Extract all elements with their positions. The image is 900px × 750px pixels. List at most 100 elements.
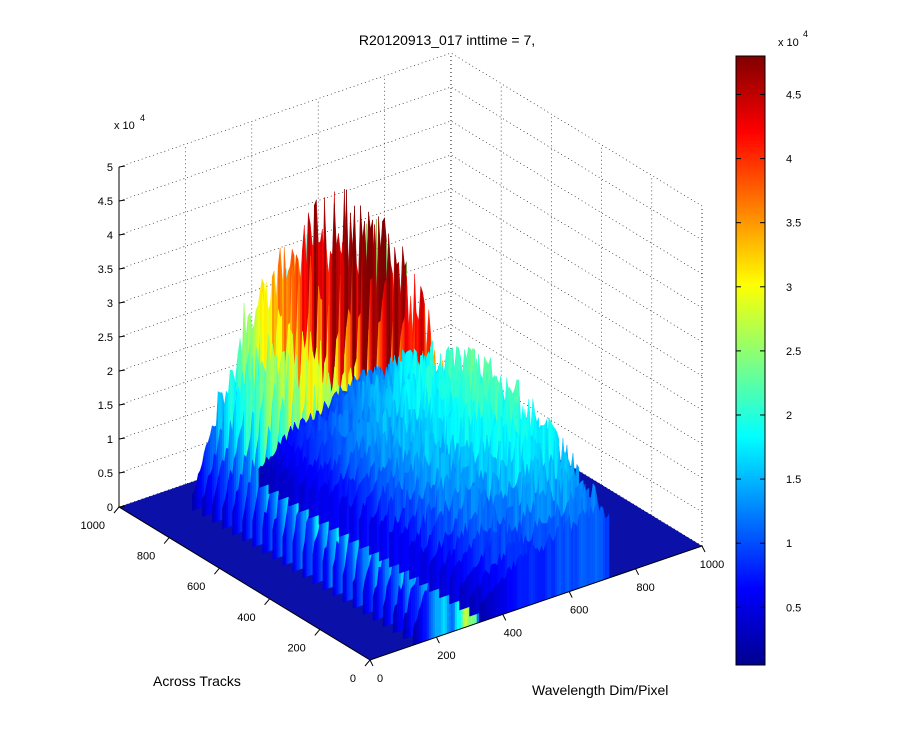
surface-facet bbox=[278, 472, 281, 501]
surface-facet bbox=[549, 533, 552, 599]
surface-facet bbox=[368, 558, 372, 613]
surface-facet bbox=[588, 506, 592, 586]
surface-facet bbox=[509, 566, 512, 613]
surface-facet bbox=[424, 590, 428, 642]
surface-facet bbox=[555, 527, 558, 597]
colorbar-tick-label: 0.5 bbox=[786, 602, 801, 614]
surface-facet bbox=[318, 486, 322, 525]
z-tick-label: 2.5 bbox=[98, 332, 113, 344]
surface-facet bbox=[380, 556, 384, 619]
surface-facet bbox=[272, 466, 275, 493]
surface-mesh bbox=[119, 189, 702, 660]
surface-facet bbox=[565, 520, 568, 594]
surface-facet bbox=[584, 509, 588, 587]
surface-facet bbox=[356, 484, 360, 541]
surface-facet bbox=[420, 595, 424, 643]
surface-facet bbox=[332, 485, 336, 530]
surface-facet bbox=[370, 549, 374, 613]
x-tick-label: 0 bbox=[377, 673, 383, 685]
surface-facet bbox=[521, 553, 524, 609]
y-tick-label: 600 bbox=[187, 581, 205, 593]
z-axis-ticks: 0 0.5 1 1.5 2 2.5 3 3.5 4 4.5 5 bbox=[98, 162, 126, 514]
surface-facet bbox=[354, 491, 358, 542]
surface-facet bbox=[535, 547, 538, 604]
surface-facet bbox=[551, 537, 554, 599]
x-tick-label: 200 bbox=[437, 650, 455, 662]
y-tick-label: 200 bbox=[287, 642, 305, 654]
surface-facet bbox=[547, 533, 550, 600]
x-axis-label: Wavelength Dim/Pixel bbox=[532, 682, 668, 698]
surface-facet bbox=[248, 482, 251, 540]
surface-facet bbox=[425, 546, 428, 584]
surface-facet bbox=[403, 526, 406, 573]
surface-facet bbox=[543, 546, 546, 601]
x-tick-mark bbox=[502, 614, 507, 621]
surface-facet bbox=[574, 522, 578, 590]
surface-facet bbox=[563, 521, 566, 594]
z-tick-label: 1 bbox=[107, 434, 113, 446]
surface-facet bbox=[431, 556, 434, 592]
surface-facet bbox=[495, 584, 498, 618]
chart-title: R20120913_017 inttime = 7, bbox=[359, 32, 535, 48]
surface-facet bbox=[400, 583, 404, 631]
surface-facet bbox=[292, 471, 295, 506]
surface-facet bbox=[374, 584, 378, 621]
surface-facet bbox=[374, 511, 378, 554]
z-tick-mark bbox=[118, 267, 126, 270]
z-gridline bbox=[118, 52, 703, 207]
surface-facet bbox=[423, 548, 426, 585]
surface-facet bbox=[417, 531, 420, 578]
surface-facet bbox=[467, 574, 470, 608]
z-tick-label: 1.5 bbox=[98, 400, 113, 412]
surface-facet bbox=[517, 555, 520, 610]
surface-facet bbox=[465, 575, 468, 609]
surface-facet bbox=[491, 587, 494, 619]
surface-facet bbox=[350, 503, 354, 543]
x-tick-label: 400 bbox=[504, 627, 522, 639]
surface-facet bbox=[441, 562, 444, 598]
x-tick-mark bbox=[369, 659, 374, 667]
z-exponent-power: 4 bbox=[140, 113, 145, 123]
surface-facet bbox=[553, 536, 556, 598]
surface-facet bbox=[396, 521, 400, 565]
surface-facet bbox=[322, 481, 326, 524]
surface-facet bbox=[298, 482, 302, 513]
x-axis-line bbox=[369, 545, 703, 661]
surface-facet bbox=[578, 512, 582, 589]
colorbar-tick-label: 4 bbox=[786, 154, 792, 166]
surface-facet bbox=[541, 546, 544, 602]
colorbar-ticks: 0.5 1 1.5 2 2.5 3 3.5 4 4.5 bbox=[736, 89, 801, 614]
surface-facet bbox=[262, 462, 265, 487]
surface-facet bbox=[598, 506, 602, 582]
surface-facet bbox=[290, 475, 293, 506]
z-tick-label: 0.5 bbox=[98, 468, 113, 480]
surface-facet bbox=[198, 469, 201, 509]
x-tick-label: 1000 bbox=[700, 559, 724, 571]
surface-facet bbox=[260, 465, 263, 488]
y-tick-label: 400 bbox=[237, 612, 255, 624]
surface-facet bbox=[366, 566, 370, 614]
surface-facet bbox=[228, 470, 231, 528]
surface-facet bbox=[324, 545, 327, 590]
colorbar-exponent-base: x 10 bbox=[778, 37, 799, 49]
z-tick-mark bbox=[118, 505, 126, 508]
surface-facet bbox=[421, 546, 424, 586]
colorbar: 0.5 1 1.5 2 2.5 3 3.5 4 4.5 x 10 4 bbox=[735, 29, 808, 666]
surface-facet bbox=[449, 574, 452, 605]
y-axis-label: Across Tracks bbox=[153, 673, 241, 689]
surface-facet bbox=[461, 582, 464, 610]
surface-facet bbox=[362, 502, 366, 548]
z-tick-mark bbox=[118, 403, 126, 406]
z-tick-mark bbox=[118, 369, 126, 372]
surface-facet bbox=[296, 510, 299, 571]
surface-facet bbox=[306, 465, 309, 510]
surface-facet bbox=[413, 541, 416, 579]
surface-facet bbox=[372, 514, 376, 554]
surface-facet bbox=[316, 529, 319, 583]
surface-facet bbox=[382, 515, 386, 561]
surface-facet bbox=[469, 594, 472, 617]
surface-facet bbox=[348, 504, 352, 544]
surface-facet bbox=[433, 555, 436, 591]
colorbar-tick-label: 2.5 bbox=[786, 346, 801, 358]
